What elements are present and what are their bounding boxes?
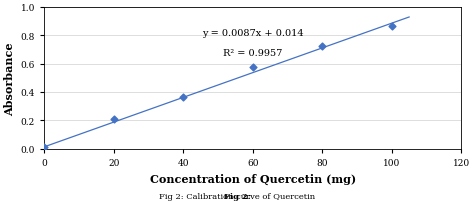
Point [388, 26, 395, 29]
Point [249, 66, 256, 69]
Text: Fig 2: Calibration curve of Quercetin: Fig 2: Calibration curve of Quercetin [159, 192, 315, 200]
Y-axis label: Absorbance: Absorbance [4, 42, 15, 115]
X-axis label: Concentration of Quercetin (mg): Concentration of Quercetin (mg) [150, 173, 356, 184]
Point [40, 145, 48, 149]
Text: R² = 0.9957: R² = 0.9957 [223, 48, 283, 57]
Point [110, 118, 118, 121]
Point [179, 96, 187, 100]
Point [319, 45, 326, 48]
Text: Fig 2:: Fig 2: [224, 192, 250, 200]
Text: y = 0.0087x + 0.014: y = 0.0087x + 0.014 [202, 29, 303, 38]
